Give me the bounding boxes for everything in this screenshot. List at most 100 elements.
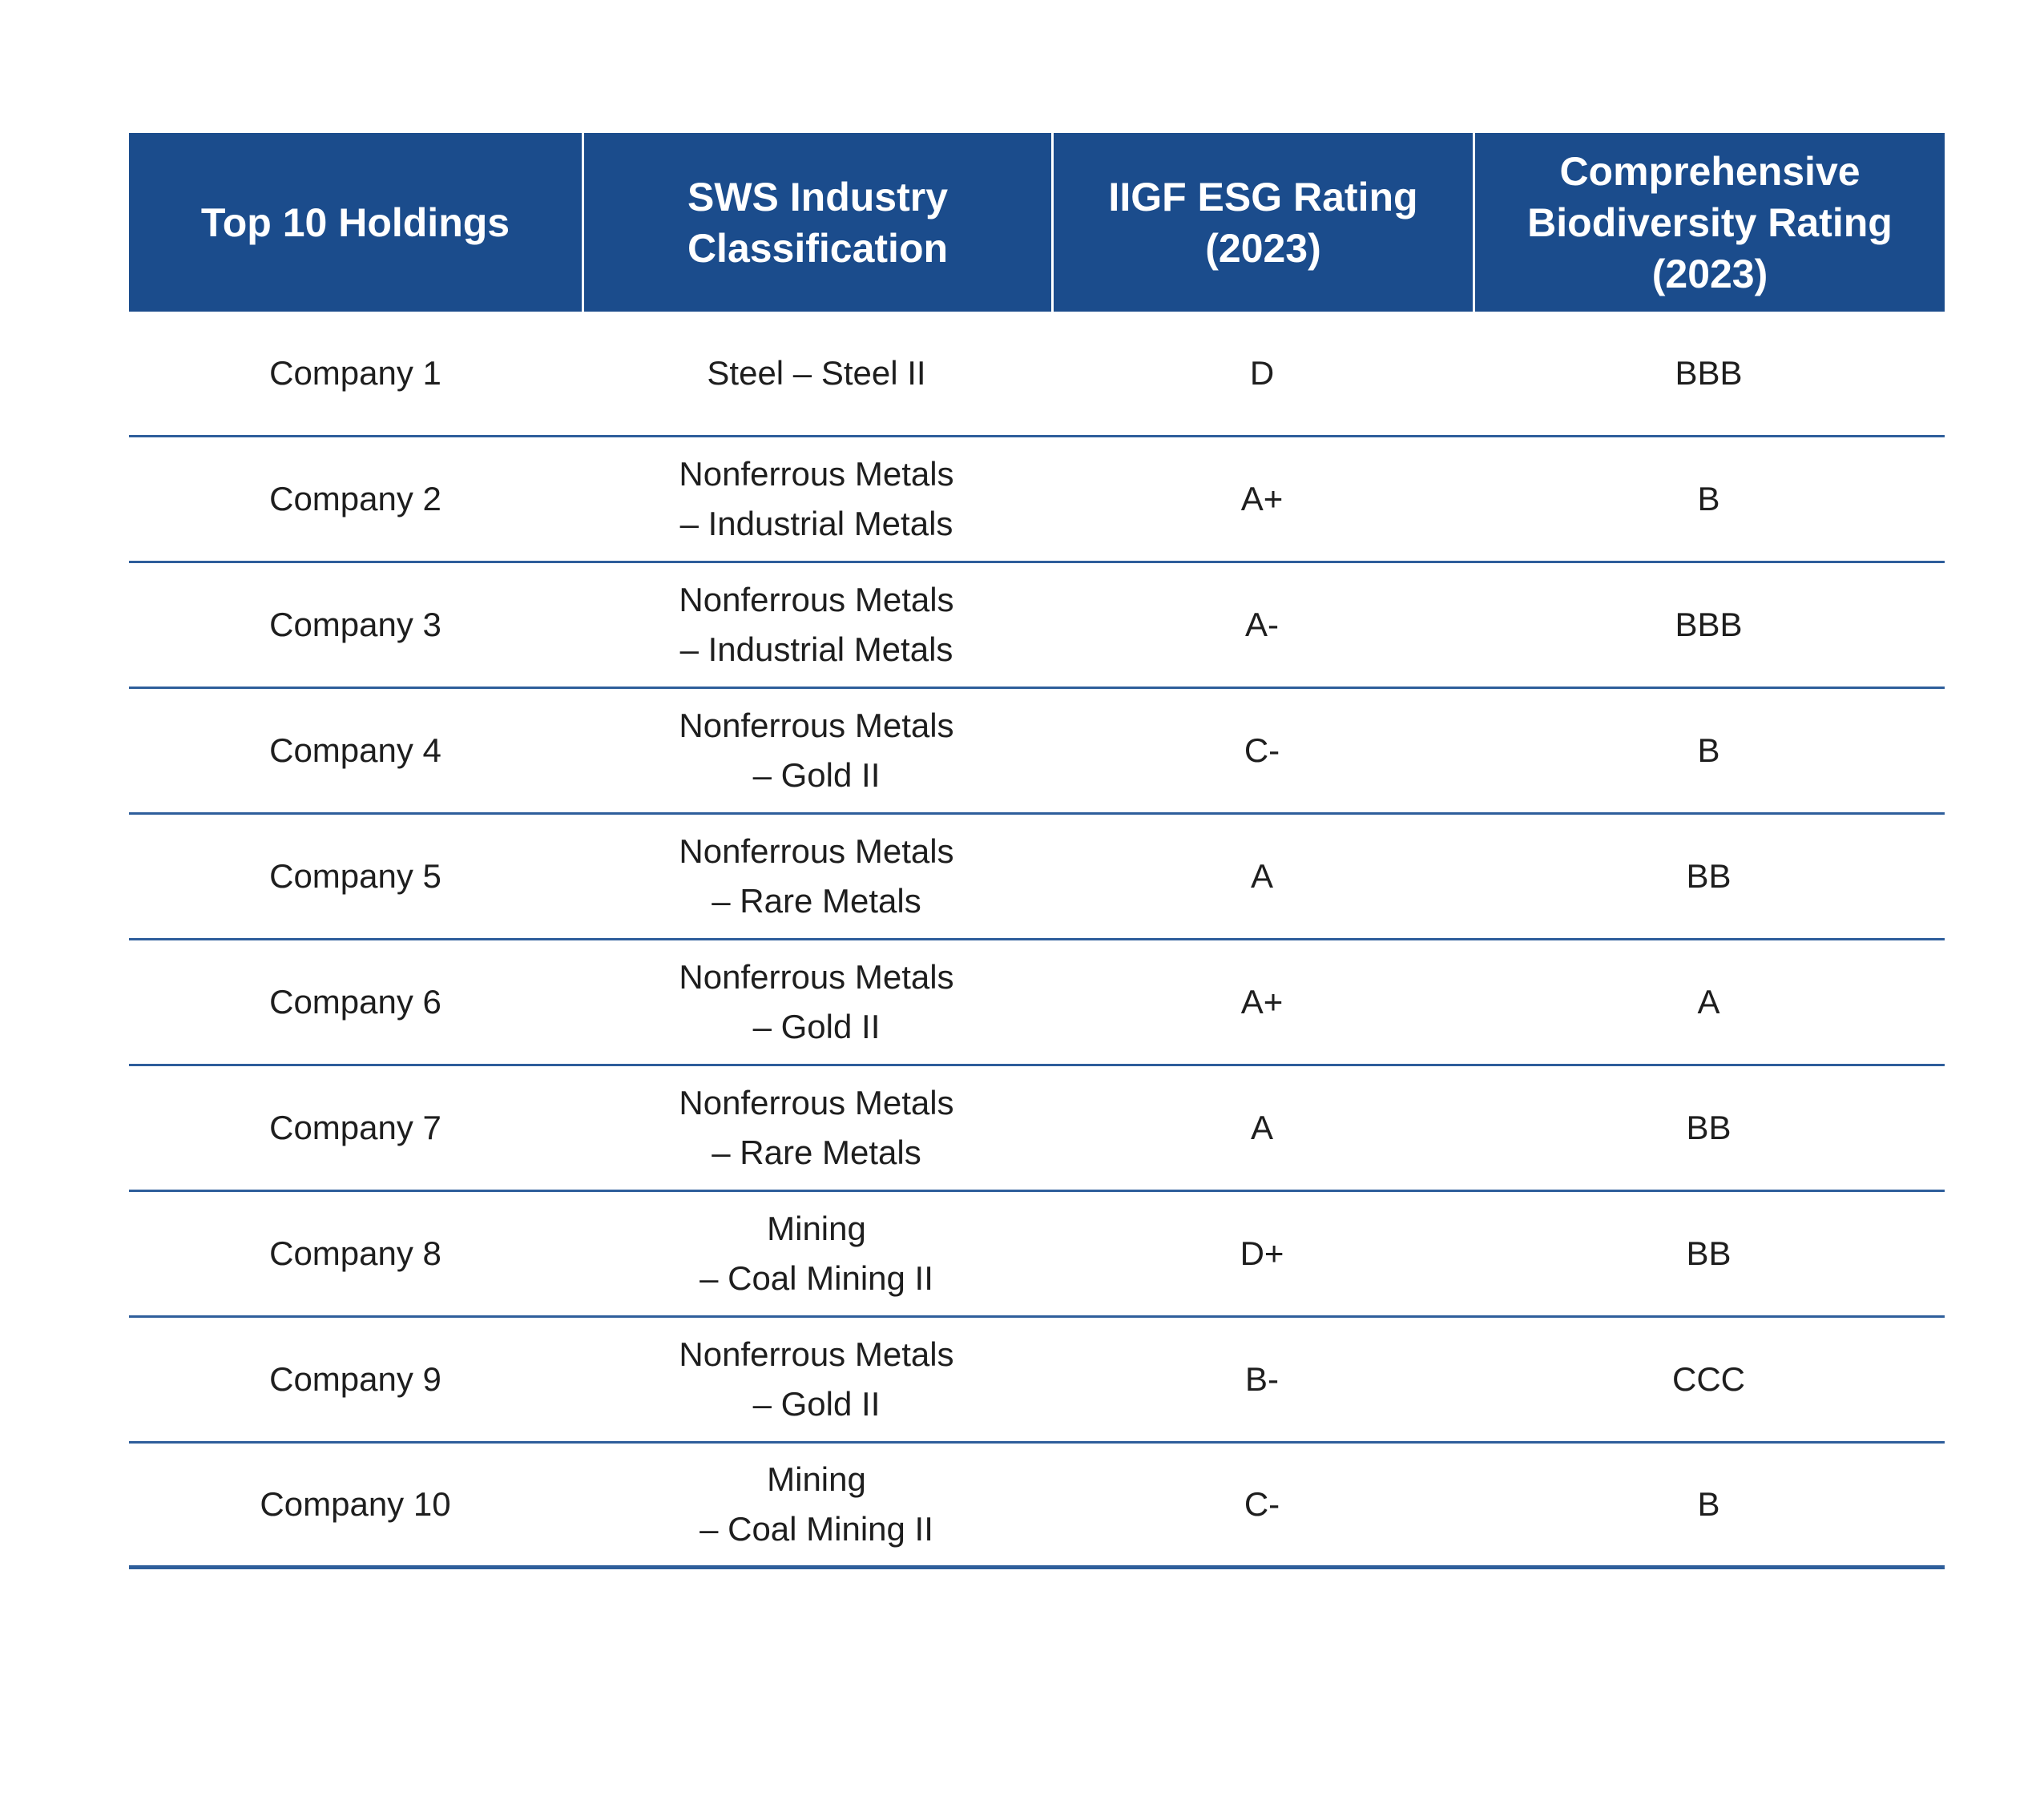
classification-line: Nonferrous Metals	[679, 707, 954, 744]
biodiversity-rating-value: BB	[1686, 1109, 1732, 1146]
column-header-label: IIGF ESG Rating (2023)	[1108, 174, 1418, 271]
classification-line: Nonferrous Metals	[679, 1084, 954, 1121]
holdings-table: Top 10 Holdings SWS Industry Classificat…	[129, 133, 1945, 1569]
biodiversity-rating-cell: BB	[1473, 815, 1945, 938]
table-row: Company 10 Mining – Coal Mining II C- B	[129, 1444, 1945, 1569]
classification-cell: Nonferrous Metals – Gold II	[582, 689, 1051, 812]
esg-rating-value: C-	[1244, 731, 1280, 769]
esg-rating-value: D	[1249, 354, 1275, 392]
esg-rating-value: D+	[1240, 1234, 1284, 1272]
holding-label: Company 3	[269, 606, 441, 643]
classification-cell: Nonferrous Metals – Industrial Metals	[582, 563, 1051, 687]
biodiversity-rating-cell: B	[1473, 689, 1945, 812]
classification-cell: Nonferrous Metals – Rare Metals	[582, 815, 1051, 938]
biodiversity-rating-cell: CCC	[1473, 1318, 1945, 1441]
table-row: Company 7 Nonferrous Metals – Rare Metal…	[129, 1066, 1945, 1192]
classification-line: – Industrial Metals	[679, 630, 953, 668]
classification-line: – Rare Metals	[712, 882, 921, 920]
table-row: Company 5 Nonferrous Metals – Rare Metal…	[129, 815, 1945, 940]
biodiversity-rating-cell: A	[1473, 940, 1945, 1064]
table-row: Company 2 Nonferrous Metals – Industrial…	[129, 437, 1945, 563]
table-row: Company 4 Nonferrous Metals – Gold II C-…	[129, 689, 1945, 815]
esg-rating-cell: A+	[1051, 940, 1473, 1064]
classification-cell: Nonferrous Metals – Rare Metals	[582, 1066, 1051, 1190]
esg-rating-cell: C-	[1051, 1444, 1473, 1565]
biodiversity-rating-cell: BB	[1473, 1192, 1945, 1315]
holding-label: Company 6	[269, 983, 441, 1021]
table-row: Company 6 Nonferrous Metals – Gold II A+…	[129, 940, 1945, 1066]
holding-label: Company 2	[269, 480, 441, 517]
biodiversity-rating-value: B	[1697, 731, 1720, 769]
classification-line: Mining	[767, 1210, 866, 1247]
table-row: Company 9 Nonferrous Metals – Gold II B-…	[129, 1318, 1945, 1444]
classification-cell: Steel – Steel II	[582, 312, 1051, 435]
classification-line: Mining	[767, 1460, 866, 1498]
holding-cell: Company 7	[129, 1066, 582, 1190]
table-row: Company 3 Nonferrous Metals – Industrial…	[129, 563, 1945, 689]
classification-line: – Coal Mining II	[699, 1510, 933, 1548]
classification-line: Nonferrous Metals	[679, 958, 954, 996]
esg-rating-value: B-	[1245, 1360, 1279, 1398]
column-header-biodiversity-rating: Comprehensive Biodiversity Rating (2023)	[1473, 133, 1945, 312]
biodiversity-rating-cell: B	[1473, 437, 1945, 561]
holding-label: Company 1	[269, 354, 441, 392]
classification-line: – Coal Mining II	[699, 1259, 933, 1297]
classification-line: Nonferrous Metals	[679, 455, 954, 493]
esg-rating-cell: D+	[1051, 1192, 1473, 1315]
biodiversity-rating-value: A	[1697, 983, 1720, 1021]
holding-cell: Company 3	[129, 563, 582, 687]
classification-line: Steel – Steel II	[707, 354, 926, 392]
biodiversity-rating-value: BB	[1686, 1234, 1732, 1272]
biodiversity-rating-cell: BBB	[1473, 312, 1945, 435]
holding-label: Company 8	[269, 1234, 441, 1272]
column-header-esg-rating: IIGF ESG Rating (2023)	[1051, 133, 1473, 312]
esg-rating-value: A+	[1240, 983, 1284, 1021]
esg-rating-value: C-	[1244, 1485, 1280, 1523]
holding-label: Company 9	[269, 1360, 441, 1398]
biodiversity-rating-cell: B	[1473, 1444, 1945, 1565]
classification-cell: Nonferrous Metals – Gold II	[582, 1318, 1051, 1441]
table-row: Company 8 Mining – Coal Mining II D+ BB	[129, 1192, 1945, 1318]
biodiversity-rating-cell: BBB	[1473, 563, 1945, 687]
classification-cell: Mining – Coal Mining II	[582, 1444, 1051, 1565]
holding-label: Company 7	[269, 1109, 441, 1146]
table-header: Top 10 Holdings SWS Industry Classificat…	[129, 133, 1945, 312]
biodiversity-rating-value: B	[1697, 480, 1720, 517]
column-header-label: Top 10 Holdings	[200, 199, 510, 245]
holding-cell: Company 6	[129, 940, 582, 1064]
classification-line: – Gold II	[752, 1385, 881, 1423]
esg-rating-value: A	[1250, 857, 1273, 895]
biodiversity-rating-cell: BB	[1473, 1066, 1945, 1190]
holding-label: Company 5	[269, 857, 441, 895]
esg-rating-value: A+	[1240, 480, 1284, 517]
esg-rating-cell: A-	[1051, 563, 1473, 687]
classification-cell: Nonferrous Metals – Gold II	[582, 940, 1051, 1064]
classification-line: Nonferrous Metals	[679, 1335, 954, 1373]
esg-rating-cell: A	[1051, 1066, 1473, 1190]
holding-cell: Company 4	[129, 689, 582, 812]
esg-rating-cell: B-	[1051, 1318, 1473, 1441]
classification-cell: Mining – Coal Mining II	[582, 1192, 1051, 1315]
table-row: Company 1 Steel – Steel II D BBB	[129, 312, 1945, 437]
biodiversity-rating-value: BBB	[1675, 606, 1743, 643]
esg-rating-value: A	[1250, 1109, 1273, 1146]
classification-line: Nonferrous Metals	[679, 581, 954, 618]
holding-label: Company 10	[260, 1485, 451, 1523]
esg-rating-cell: A+	[1051, 437, 1473, 561]
classification-line: – Rare Metals	[712, 1134, 921, 1171]
esg-rating-cell: A	[1051, 815, 1473, 938]
holding-cell: Company 10	[129, 1444, 582, 1565]
column-header-label: SWS Industry Classification	[687, 174, 949, 271]
column-header-classification: SWS Industry Classification	[582, 133, 1051, 312]
biodiversity-rating-value: B	[1697, 1485, 1720, 1523]
biodiversity-rating-value: BB	[1686, 857, 1732, 895]
column-header-label: Comprehensive Biodiversity Rating (2023)	[1527, 148, 1893, 296]
biodiversity-rating-value: CCC	[1672, 1360, 1745, 1398]
holding-cell: Company 1	[129, 312, 582, 435]
esg-rating-cell: C-	[1051, 689, 1473, 812]
classification-line: – Gold II	[752, 756, 881, 794]
holding-cell: Company 5	[129, 815, 582, 938]
classification-line: – Gold II	[752, 1008, 881, 1045]
holding-label: Company 4	[269, 731, 441, 769]
